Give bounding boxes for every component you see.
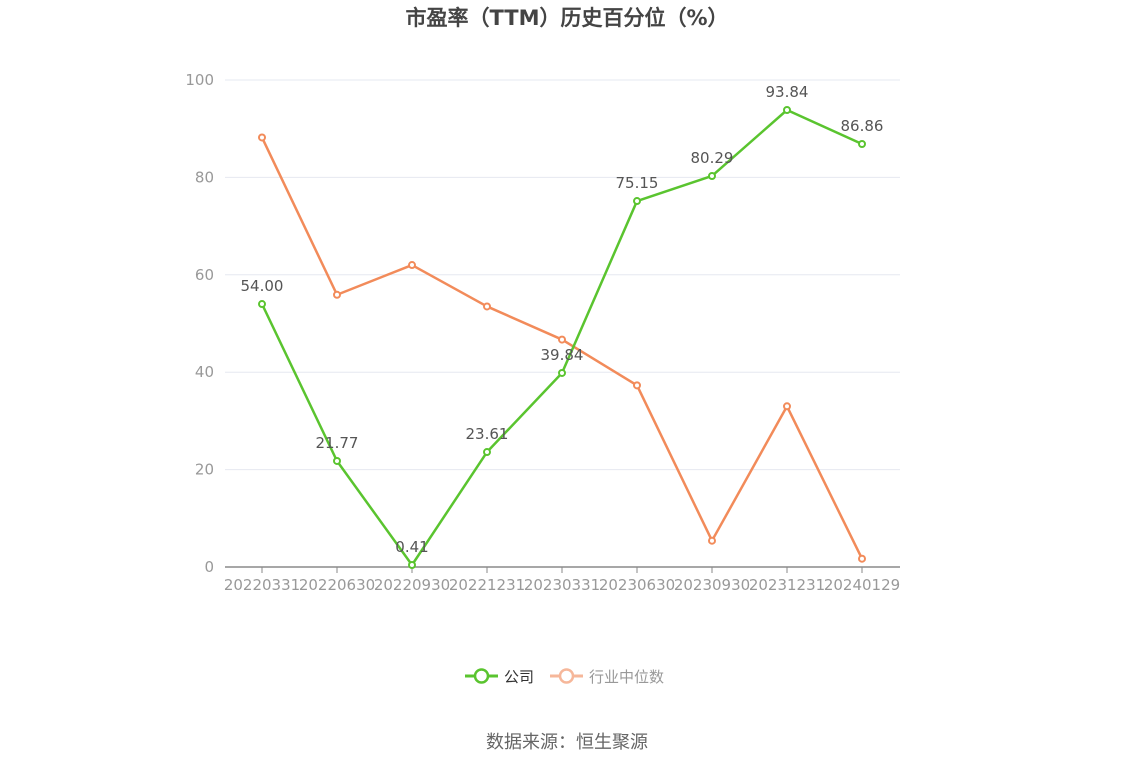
x-tick-label: 20220630 — [299, 576, 375, 594]
data-label: 39.84 — [541, 346, 584, 364]
y-tick-label: 0 — [204, 558, 214, 576]
y-tick-label: 60 — [195, 266, 214, 284]
x-tick-label: 20231231 — [749, 576, 825, 594]
y-tick-label: 80 — [195, 168, 214, 186]
legend-label-1[interactable]: 行业中位数 — [589, 668, 664, 686]
x-tick-label: 20240129 — [824, 576, 900, 594]
data-point[interactable] — [258, 133, 266, 142]
data-point[interactable] — [333, 290, 341, 299]
source-note: 数据来源：恒生聚源 — [486, 732, 648, 753]
data-label: 75.15 — [616, 174, 659, 192]
legend-label-0[interactable]: 公司 — [504, 668, 534, 686]
x-tick-label: 20220930 — [374, 576, 450, 594]
data-point[interactable] — [633, 381, 641, 390]
series-group — [258, 105, 866, 570]
y-axis: 0 20 40 60 80 100 — [185, 71, 214, 576]
data-labels: 54.00 21.77 0.41 23.61 39.84 75.15 80.29 93.84 8… — [241, 83, 884, 556]
data-label: 86.86 — [841, 117, 884, 135]
y-tick-label: 20 — [195, 461, 214, 479]
legend-marker-0 — [473, 668, 490, 684]
x-axis: 2022033120220630202209302022123120230331… — [224, 566, 900, 594]
data-point[interactable] — [483, 302, 491, 311]
data-point[interactable] — [858, 139, 866, 148]
x-tick-label: 20230930 — [674, 576, 750, 594]
data-label: 21.77 — [316, 434, 359, 452]
x-tick-label: 20220331 — [224, 576, 300, 594]
data-point[interactable] — [708, 536, 716, 545]
data-point[interactable] — [483, 448, 491, 457]
data-point[interactable] — [783, 402, 791, 411]
gridlines — [225, 79, 900, 471]
legend[interactable]: 公司 行业中位数 — [465, 668, 664, 686]
data-point[interactable] — [258, 300, 266, 309]
data-label: 54.00 — [241, 277, 284, 295]
data-point[interactable] — [558, 335, 566, 344]
legend-marker-1 — [558, 668, 575, 684]
chart-title: 市盈率（TTM）历史百分位（%） — [405, 6, 728, 30]
data-point[interactable] — [333, 456, 341, 465]
data-label: 93.84 — [766, 83, 809, 101]
data-point[interactable] — [858, 554, 866, 563]
x-tick-label: 20230331 — [524, 576, 600, 594]
data-point[interactable] — [408, 561, 416, 570]
data-point[interactable] — [633, 197, 641, 206]
data-point[interactable] — [408, 261, 416, 270]
y-tick-label: 40 — [195, 363, 214, 381]
x-tick-label: 20221231 — [449, 576, 525, 594]
y-tick-label: 100 — [185, 71, 214, 89]
x-tick-label: 20230630 — [599, 576, 675, 594]
data-point[interactable] — [708, 171, 716, 180]
data-label: 23.61 — [466, 425, 509, 443]
data-label: 80.29 — [691, 149, 734, 167]
data-point[interactable] — [558, 368, 566, 377]
data-label: 0.41 — [395, 538, 428, 556]
data-point[interactable] — [783, 105, 791, 114]
